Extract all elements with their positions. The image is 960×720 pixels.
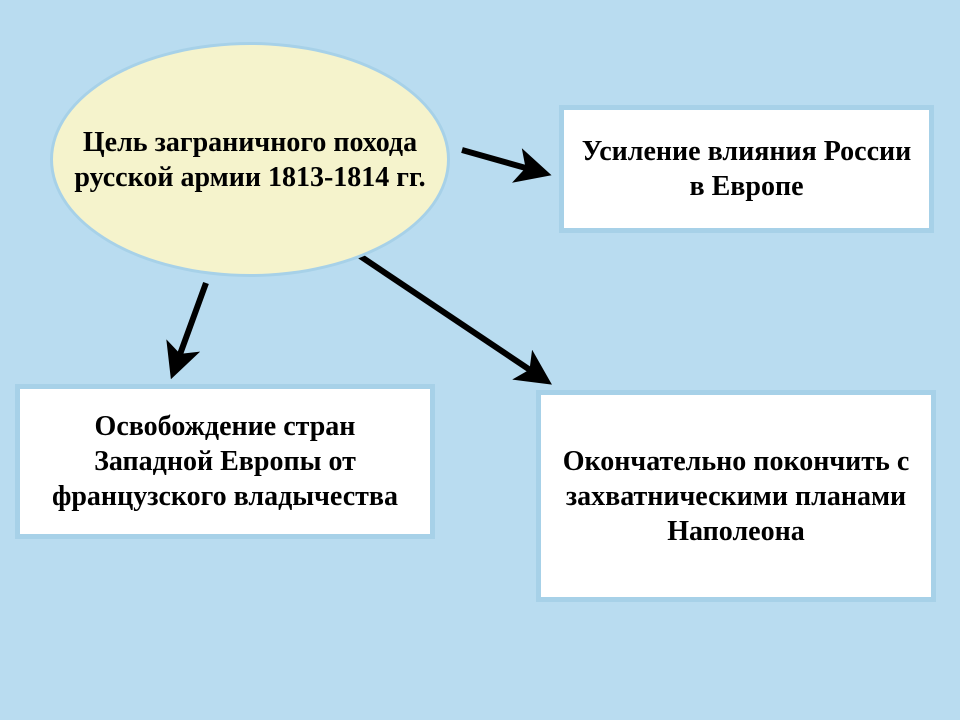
top-right-box: Усиление влияния России в Европе bbox=[559, 105, 934, 233]
arrow-center-to-top_right bbox=[462, 150, 540, 172]
bottom-right-label: Окончательно покончить с захватническими… bbox=[553, 444, 919, 549]
bottom-right-box: Окончательно покончить с захватническими… bbox=[536, 390, 936, 602]
center-ellipse: Цель заграничного похода русской армии 1… bbox=[50, 42, 450, 277]
bottom-left-label: Освобождение стран Западной Европы от фр… bbox=[32, 409, 418, 514]
top-right-label: Усиление влияния России в Европе bbox=[576, 134, 917, 204]
arrow-center-to-bottom_left bbox=[175, 283, 206, 368]
arrow-center-to-bottom_right bbox=[360, 256, 542, 378]
center-label: Цель заграничного похода русской армии 1… bbox=[73, 125, 427, 195]
diagram-canvas: Цель заграничного похода русской армии 1… bbox=[0, 0, 960, 720]
bottom-left-box: Освобождение стран Западной Европы от фр… bbox=[15, 384, 435, 539]
